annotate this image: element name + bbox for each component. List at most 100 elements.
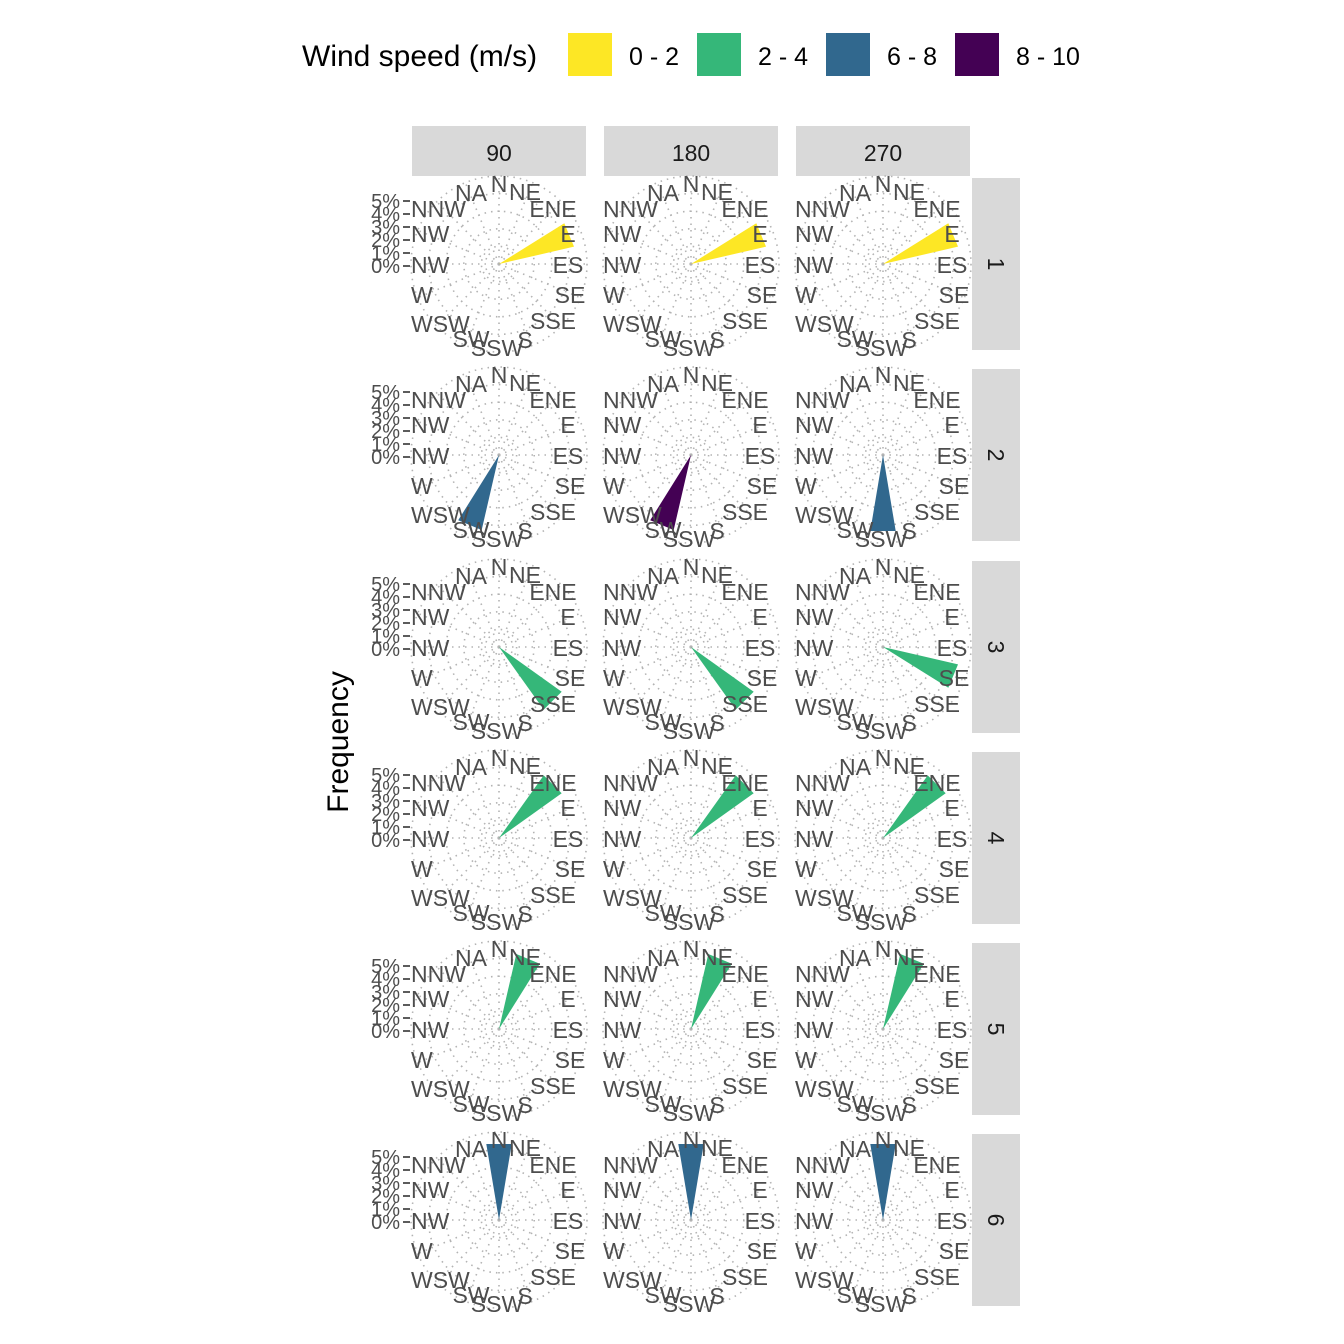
wind-bar bbox=[499, 953, 540, 1029]
direction-label: NE bbox=[509, 1135, 541, 1161]
direction-label: SW bbox=[836, 900, 873, 926]
legend: Wind speed (m/s) 0 - 2 2 - 4 6 - 8 8 - 10 bbox=[302, 33, 1080, 76]
direction-label: NNW bbox=[411, 579, 466, 605]
direction-label: SSE bbox=[530, 1264, 576, 1290]
direction-label: NW bbox=[603, 635, 642, 661]
direction-label: S bbox=[901, 710, 916, 736]
direction-label: S bbox=[709, 518, 724, 544]
direction-label: SW bbox=[836, 1282, 873, 1308]
direction-label: E bbox=[944, 1177, 959, 1203]
grid-circle bbox=[811, 766, 955, 910]
direction-label: N bbox=[491, 362, 508, 388]
direction-label: S bbox=[517, 518, 532, 544]
direction-label: W bbox=[795, 1238, 817, 1264]
grid-circle bbox=[811, 575, 955, 719]
direction-label: WSW bbox=[795, 885, 854, 911]
direction-label: E bbox=[752, 1177, 767, 1203]
direction-label: NA bbox=[455, 754, 488, 780]
wind-rose-panel: N NEENEEESSESSESSSWSWWSWWNWNWNNWNA0%1%2%3… bbox=[371, 362, 588, 552]
legend-swatch bbox=[826, 33, 870, 76]
direction-label: ENE bbox=[721, 387, 768, 413]
direction-label: NW bbox=[411, 412, 450, 438]
direction-label: NA bbox=[647, 945, 680, 971]
direction-label: S bbox=[709, 710, 724, 736]
direction-label: E bbox=[560, 986, 575, 1012]
grid-circle bbox=[811, 383, 955, 527]
direction-label: ENE bbox=[913, 579, 960, 605]
grid-circle bbox=[462, 610, 535, 683]
column-strip-label: 90 bbox=[486, 140, 512, 166]
direction-label: S bbox=[517, 901, 532, 927]
direction-label: S bbox=[517, 710, 532, 736]
direction-label: SSW bbox=[471, 526, 524, 552]
direction-label: W bbox=[411, 856, 433, 882]
direction-label: SSE bbox=[914, 1073, 960, 1099]
grid-circle bbox=[794, 749, 972, 927]
row-strip: 1 bbox=[972, 178, 1020, 350]
panel-grid bbox=[794, 940, 972, 1118]
direction-label: WSW bbox=[603, 694, 662, 720]
grid-circle bbox=[427, 957, 571, 1101]
direction-label: S bbox=[901, 327, 916, 353]
direction-label: ENE bbox=[913, 387, 960, 413]
direction-label: NE bbox=[701, 944, 733, 970]
row-strip: 3 bbox=[972, 561, 1020, 733]
grid-circle bbox=[794, 175, 972, 353]
direction-label: W bbox=[795, 473, 817, 499]
direction-label: ES bbox=[553, 252, 584, 278]
grid-circle bbox=[480, 436, 518, 474]
direction-label: SE bbox=[555, 665, 586, 691]
radial-tick-label: 0% bbox=[371, 1212, 400, 1234]
direction-label: NE bbox=[701, 562, 733, 588]
direction-label: W bbox=[603, 282, 625, 308]
direction-label: NW bbox=[603, 1017, 642, 1043]
direction-label: SW bbox=[452, 326, 489, 352]
grid-circle bbox=[672, 1010, 710, 1048]
row-strip: 6 bbox=[972, 1134, 1020, 1306]
direction-label: ES bbox=[745, 252, 776, 278]
grid-circle bbox=[602, 749, 780, 927]
direction-label: ES bbox=[937, 635, 968, 661]
direction-label: NW bbox=[795, 1208, 834, 1234]
direction-label: E bbox=[752, 221, 767, 247]
direction-label: SSW bbox=[471, 1291, 524, 1317]
direction-label: SE bbox=[747, 856, 778, 882]
direction-label: N bbox=[491, 745, 508, 771]
grid-circle bbox=[480, 628, 518, 666]
direction-label: NA bbox=[839, 563, 872, 589]
grid-circle bbox=[427, 575, 571, 719]
legend-label: 0 - 2 bbox=[629, 43, 679, 71]
direction-label: S bbox=[709, 327, 724, 353]
direction-label: ENE bbox=[913, 196, 960, 222]
direction-label: E bbox=[560, 1177, 575, 1203]
grid-circle bbox=[410, 175, 588, 353]
column-strip-background bbox=[796, 126, 970, 176]
direction-label: SSW bbox=[855, 1291, 908, 1317]
grid-circle bbox=[462, 418, 535, 491]
direction-label: WSW bbox=[411, 502, 470, 528]
direction-label: SE bbox=[747, 1047, 778, 1073]
direction-label: NNW bbox=[603, 1152, 658, 1178]
grid-circle bbox=[846, 418, 919, 491]
direction-label: NE bbox=[893, 753, 925, 779]
direction-label: NW bbox=[603, 412, 642, 438]
direction-label: NNW bbox=[411, 196, 466, 222]
legend-swatch bbox=[955, 33, 999, 76]
direction-label: N bbox=[683, 1127, 700, 1153]
direction-label: N bbox=[683, 554, 700, 580]
wind-bar bbox=[499, 647, 562, 710]
direction-label: ES bbox=[553, 635, 584, 661]
radial-tick-label: 2% bbox=[371, 421, 400, 443]
direction-label: SSE bbox=[722, 499, 768, 525]
wind-bar bbox=[870, 455, 896, 531]
direction-label: SE bbox=[555, 856, 586, 882]
wind-bar bbox=[691, 223, 767, 264]
grid-circle bbox=[619, 957, 763, 1101]
radial-tick-label: 3% bbox=[371, 1173, 400, 1195]
grid-circle bbox=[462, 992, 535, 1065]
direction-label: W bbox=[603, 1047, 625, 1073]
